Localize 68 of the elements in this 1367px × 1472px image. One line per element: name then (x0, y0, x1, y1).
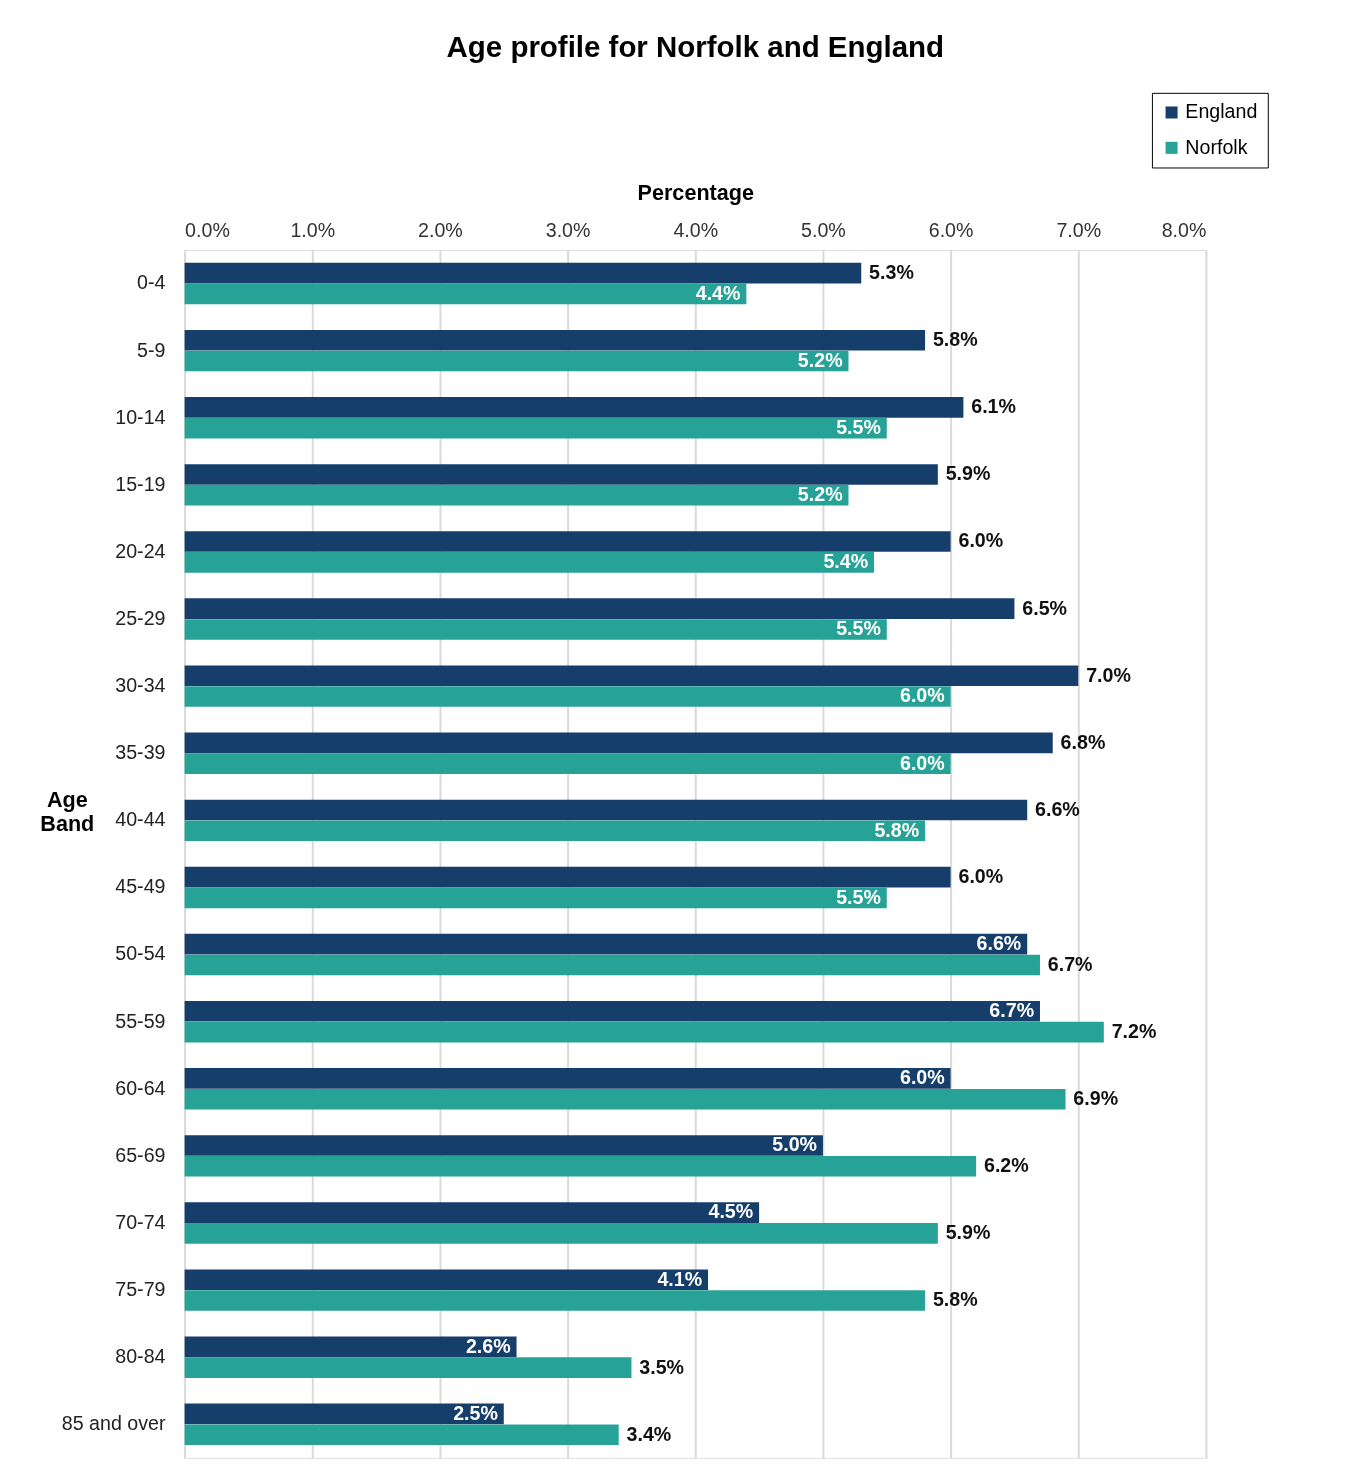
x-tick-label: 7.0% (1056, 218, 1102, 241)
x-axis-title: Percentage (637, 180, 754, 206)
data-label: 5.4% (823, 550, 869, 573)
x-tick-label: 0.0% (185, 218, 230, 241)
data-label: 5.5% (836, 416, 881, 439)
data-label: 4.1% (657, 1267, 703, 1290)
data-label: 6.9% (1073, 1087, 1119, 1110)
data-label: 5.9% (945, 1221, 991, 1244)
y-tick-label: 80-84 (115, 1345, 166, 1368)
data-label: 7.2% (1111, 1019, 1157, 1042)
data-label: 7.0% (1086, 663, 1131, 686)
data-label: 5.8% (874, 818, 920, 841)
x-tick-label: 6.0% (928, 218, 974, 241)
data-label: 6.8% (1060, 730, 1106, 753)
data-label: 6.7% (989, 999, 1035, 1022)
x-tick-label: 1.0% (290, 218, 336, 241)
data-label: 6.0% (899, 684, 945, 707)
data-label: 6.0% (899, 751, 945, 774)
chart-title: Age profile for Norfolk and England (446, 30, 945, 63)
legend-label: England (1185, 100, 1258, 123)
data-label: 6.6% (1035, 797, 1080, 820)
data-label: 6.0% (958, 529, 1004, 552)
data-label: 6.2% (984, 1154, 1029, 1177)
data-label: 5.2% (797, 483, 843, 506)
data-label: 5.5% (836, 617, 881, 640)
y-tick-label: 70-74 (115, 1210, 166, 1233)
data-label: 4.5% (708, 1200, 754, 1223)
data-label: 5.9% (945, 462, 991, 485)
y-axis-title: Age Band (40, 787, 95, 836)
y-tick-label: 65-69 (115, 1143, 166, 1166)
data-label: 6.5% (1022, 596, 1068, 619)
x-tick-label: 3.0% (545, 218, 591, 241)
data-label: 6.1% (971, 395, 1016, 418)
y-tick-label: 20-24 (115, 539, 166, 562)
y-tick-label: 30-34 (115, 674, 166, 697)
y-tick-label: 15-19 (115, 472, 166, 495)
data-label: 2.6% (465, 1334, 511, 1357)
y-tick-label: 85 and over (61, 1412, 166, 1435)
y-tick-label: 75-79 (115, 1278, 166, 1301)
data-label: 6.0% (899, 1066, 945, 1089)
data-label: 4.4% (695, 281, 741, 304)
x-tick-label: 8.0% (1161, 218, 1207, 241)
data-label: 5.8% (932, 328, 978, 351)
y-tick-label: 40-44 (115, 808, 166, 831)
data-label: 3.5% (639, 1355, 685, 1378)
data-label: 5.2% (797, 348, 843, 371)
x-tick-label: 2.0% (418, 218, 463, 241)
y-tick-label: 55-59 (115, 1009, 166, 1032)
y-tick-label: 10-14 (115, 405, 166, 428)
data-label: 5.3% (869, 261, 914, 284)
data-label: 6.7% (1047, 952, 1093, 975)
data-label: 6.6% (976, 932, 1022, 955)
x-tick-label: 4.0% (673, 218, 719, 241)
data-label: 5.8% (932, 1288, 978, 1311)
y-tick-label: 25-29 (115, 606, 166, 629)
y-tick-label: 60-64 (115, 1076, 166, 1099)
y-tick-label: 35-39 (115, 741, 166, 764)
x-tick-label: 5.0% (801, 218, 846, 241)
data-label: 2.5% (453, 1401, 498, 1424)
y-tick-label: 5-9 (137, 338, 166, 361)
legend-label: Norfolk (1185, 135, 1248, 158)
data-label: 6.0% (958, 864, 1004, 887)
y-tick-label: 45-49 (115, 875, 166, 898)
y-tick-label: 0-4 (137, 271, 166, 294)
data-label: 5.0% (772, 1133, 818, 1156)
data-label: 5.5% (836, 885, 881, 908)
data-label: 3.4% (626, 1422, 672, 1445)
y-tick-label: 50-54 (115, 942, 166, 965)
